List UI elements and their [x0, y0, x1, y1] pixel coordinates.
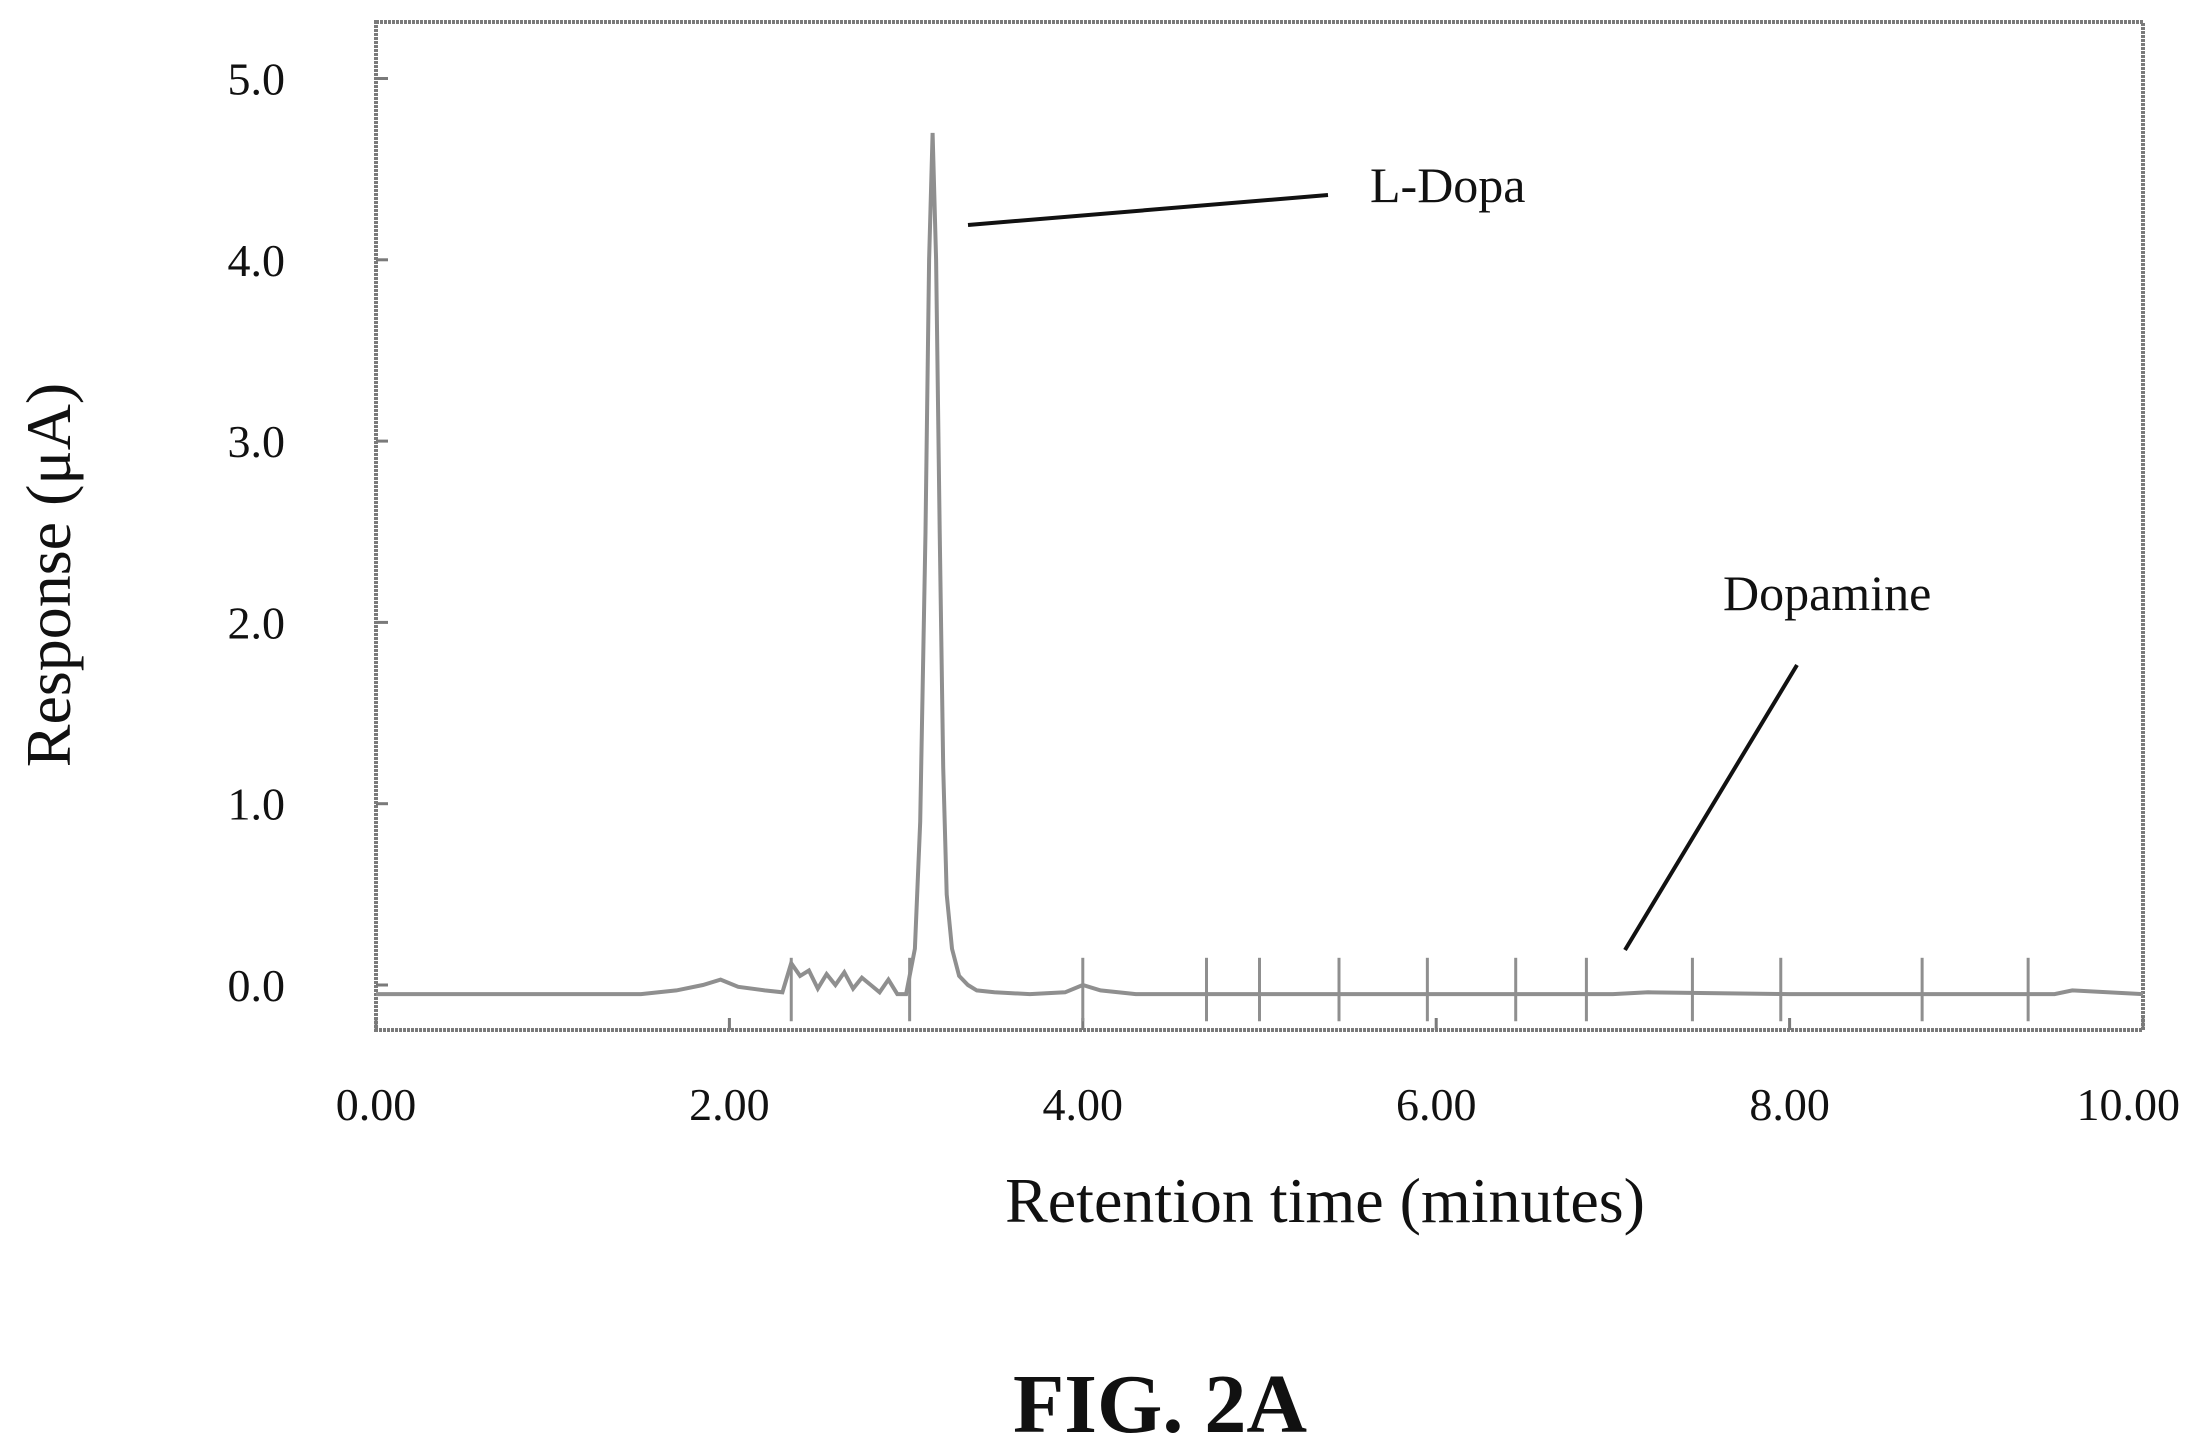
x-tick-label: 4.00: [1043, 1079, 1124, 1130]
figure-label: FIG. 2A: [1013, 1358, 1307, 1449]
y-tick-label: 3.0: [228, 416, 286, 467]
y-tick-label: 0.0: [228, 960, 286, 1011]
y-tick-label: 4.0: [228, 235, 286, 286]
l-dopa-leader-line: [967, 193, 1329, 227]
y-tick-label: 5.0: [228, 54, 286, 105]
y-axis-label: Response (μA): [13, 383, 84, 767]
x-tick-label: 0.00: [336, 1079, 417, 1130]
y-tick-label: 2.0: [228, 597, 286, 648]
x-tick-label: 8.00: [1749, 1079, 1830, 1130]
plot-frame: [374, 20, 2145, 1032]
response-trace: [376, 132, 2144, 997]
x-axis: 0.00 2.00 4.00 6.00 8.00 10.00: [336, 1018, 2180, 1130]
x-tick-label: 10.00: [2077, 1079, 2181, 1130]
baseline-tick-marks: [789, 957, 2030, 1022]
x-tick-label: 2.00: [689, 1079, 770, 1130]
dopamine-leader-line: [1623, 663, 1799, 952]
x-tick-label: 6.00: [1396, 1079, 1477, 1130]
y-tick-label: 1.0: [228, 779, 286, 830]
y-axis: 0.0 1.0 2.0 3.0 4.0 5.0: [228, 54, 388, 1011]
x-axis-label: Retention time (minutes): [1005, 1165, 1645, 1236]
dopamine-label: Dopamine: [1723, 565, 1931, 621]
l-dopa-label: L-Dopa: [1370, 157, 1526, 213]
